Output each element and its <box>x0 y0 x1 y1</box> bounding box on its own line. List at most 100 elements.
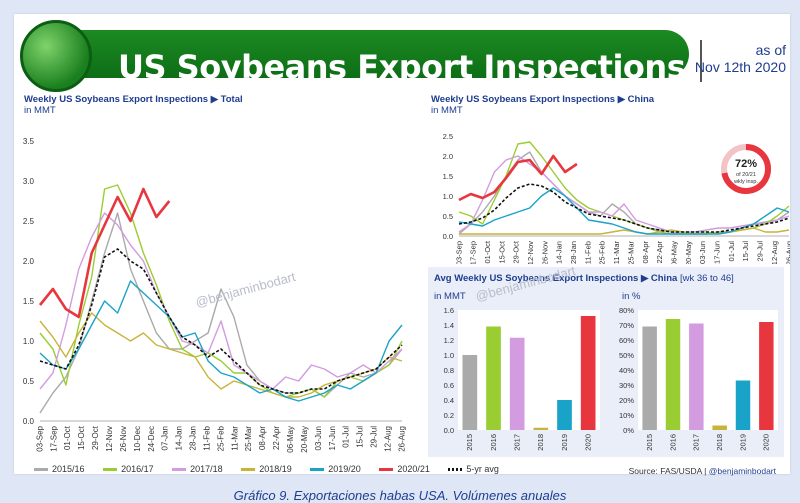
y-tick-label: 30% <box>619 381 634 390</box>
x-tick-label: 2019 <box>560 434 569 451</box>
x-tick-label: 03-Sep <box>454 241 463 264</box>
bar-2016 <box>486 326 501 430</box>
x-tick-label: 10-Dec <box>133 426 142 452</box>
x-tick-label: 2018 <box>715 434 724 451</box>
y-tick-label: 0.4 <box>444 396 454 405</box>
x-tick-label: 26-Aug <box>784 241 790 264</box>
x-tick-label: 07-Jan <box>161 426 170 450</box>
x-tick-label: 29-Oct <box>91 425 100 450</box>
legend-item-2016-17: 2016/17 <box>103 464 154 474</box>
x-tick-label: 03-Sep <box>35 425 44 451</box>
x-tick-label: 14-Jan <box>175 426 184 450</box>
x-tick-label: 26-Aug <box>397 426 406 452</box>
x-tick-label: 26-Nov <box>540 241 549 264</box>
x-tick-label: 29-Oct <box>512 240 521 263</box>
x-tick-label: 2017 <box>512 434 521 451</box>
header-divider <box>700 40 702 82</box>
y-tick-label: 0.0 <box>23 417 35 426</box>
x-tick-label: 25-Feb <box>216 425 225 451</box>
x-tick-label: 25-Mar <box>626 241 635 264</box>
as-of-value: Nov 12th 2020 <box>694 59 786 75</box>
x-tick-label: 08-Apr <box>258 426 267 450</box>
plot-area <box>638 310 778 430</box>
series-line-5-yr-avg <box>458 183 790 233</box>
bar-2020 <box>759 322 774 430</box>
china-line-chart: 0.0 0.5 1.0 1.5 2.0 2.5 03-Sep 17-Sep 01-Oct 15-O… <box>443 132 790 264</box>
x-tick-label: 11-Feb <box>202 425 211 450</box>
x-tick-label: 2020 <box>583 434 592 451</box>
x-tick-label: 29-Jul <box>756 241 765 262</box>
y-tick-label: 1.0 <box>444 351 454 360</box>
bar-2016 <box>665 319 681 430</box>
x-tick-label: 15-Jul <box>356 426 365 448</box>
x-tick-label: 22-Apr <box>272 426 281 450</box>
x-tick-label: 01-Oct <box>483 240 492 263</box>
legend-item-2019-20: 2019/20 <box>310 464 361 474</box>
legend-item-2015-16: 2015/16 <box>34 464 85 474</box>
x-tick-label: 17-Sep <box>469 241 478 264</box>
x-tick-label: 12-Aug <box>770 241 779 264</box>
x-tick-label: 2015 <box>465 434 474 451</box>
y-tick-label: 20% <box>619 396 634 405</box>
x-tick-label: 12-Nov <box>526 241 535 264</box>
x-tick-label: 03-Jun <box>314 426 323 450</box>
series-line-2019-20 <box>39 280 403 402</box>
x-tick-label: 25-Feb <box>598 241 607 264</box>
y-tick-label: 2.5 <box>443 132 453 141</box>
series-line-5-yr-avg <box>39 248 403 394</box>
x-tick-label: 2018 <box>536 434 545 451</box>
series-line-2017-18 <box>458 155 790 233</box>
x-tick-label: 2016 <box>668 434 677 451</box>
y-tick-label: 60% <box>619 336 634 345</box>
bar-2017 <box>689 323 704 430</box>
china-chart-unit: in MMT <box>431 105 463 116</box>
title-banner: US Soybeans Export Inspections <box>24 30 689 86</box>
x-tick-label: 2019 <box>738 434 747 451</box>
series-line-2019-20 <box>458 187 790 235</box>
x-tick-label: 20-May <box>684 241 693 264</box>
x-tick-label: 28-Jan <box>189 426 198 450</box>
x-tick-label: 01-Jul <box>727 241 736 262</box>
x-tick-label: 15-Oct <box>497 240 506 263</box>
legend-item-2020-21: 2020/21 <box>379 464 430 474</box>
source-note: Source: FAS/USDA | @benjaminbodart <box>628 466 776 476</box>
x-tick-label: 03-Jun <box>698 241 707 264</box>
x-tick-label: 08-Apr <box>641 241 650 264</box>
x-tick-label: 12-Nov <box>105 426 114 452</box>
x-tick-label: 2020 <box>762 434 771 451</box>
bar-2018 <box>533 427 549 430</box>
plot-area <box>458 310 600 430</box>
x-tick-label: 24-Dec <box>147 426 156 452</box>
y-tick-label: 0% <box>623 426 634 435</box>
legend-item-5yr-avg: 5-yr avg <box>448 464 499 474</box>
x-tick-label: 12-Aug <box>383 426 392 452</box>
bar-2018 <box>712 425 727 430</box>
y-tick-label: 2.0 <box>23 257 35 266</box>
legend: 2015/16 2016/17 2017/18 2018/19 2019/20 … <box>34 464 515 474</box>
bar-2017 <box>509 337 525 430</box>
x-tick-label: 17-Jun <box>328 426 337 450</box>
bar-2020 <box>580 316 596 430</box>
as-of-label: as of <box>755 42 786 58</box>
x-tick-label: 01-Jul <box>342 426 351 448</box>
y-tick-label: 40% <box>619 366 634 375</box>
y-tick-label: 1.4 <box>444 321 454 330</box>
y-tick-label: 0.5 <box>23 377 35 386</box>
y-tick-label: 0.8 <box>444 366 454 375</box>
y-tick-label: 0.2 <box>444 411 454 420</box>
x-tick-label: 11-Mar <box>230 426 239 451</box>
legend-item-2017-18: 2017/18 <box>172 464 223 474</box>
y-tick-label: 1.6 <box>444 306 454 315</box>
x-tick-label: 06-May <box>669 241 678 264</box>
y-tick-label: 0.0 <box>444 426 454 435</box>
y-tick-label: 0.5 <box>443 212 453 221</box>
x-tick-label: 17-Sep <box>49 425 58 451</box>
total-chart-unit: in MMT <box>24 105 56 116</box>
y-tick-label: 3.0 <box>23 177 35 186</box>
x-tick-label: 26-Nov <box>119 426 128 452</box>
legend-item-2018-19: 2018/19 <box>241 464 292 474</box>
x-tick-label: 14-Jan <box>555 241 564 264</box>
x-tick-label: 06-May <box>286 426 295 453</box>
bar-2015 <box>462 355 478 430</box>
y-tick-label: 80% <box>619 306 634 315</box>
